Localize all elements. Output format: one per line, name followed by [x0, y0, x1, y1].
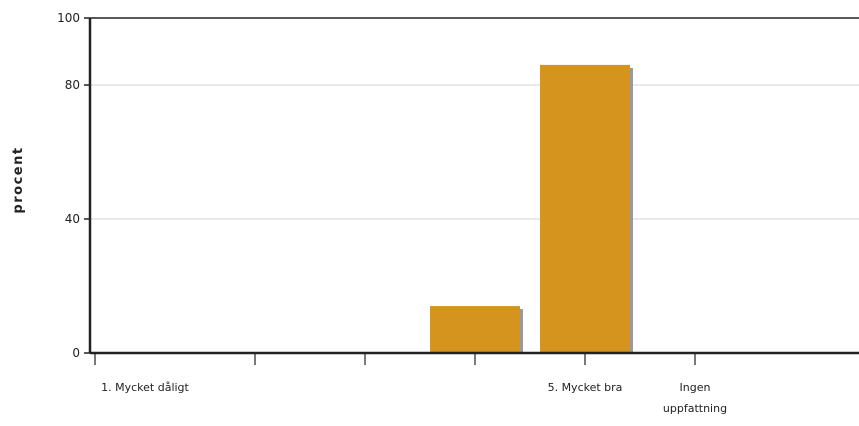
x-tick-label: 5. Mycket bra [548, 381, 623, 394]
y-tick-label: 40 [65, 212, 80, 226]
bars [430, 64, 633, 354]
y-tick-label: 80 [65, 78, 80, 92]
y-tick-label: 0 [72, 346, 80, 360]
y-axis-title: procent [11, 146, 26, 213]
bar [540, 64, 630, 354]
x-tick-label: Ingen [680, 381, 711, 394]
y-tick-label: 100 [57, 11, 80, 25]
bar [430, 306, 520, 353]
axes [84, 17, 859, 365]
grid-lines [90, 17, 859, 220]
x-tick-label: uppfattning [663, 402, 727, 415]
labels: 0 40 80 100 1. Mycket dåligt 5. Mycket bra Ing… [57, 11, 727, 415]
x-tick-label: 1. Mycket dåligt [101, 381, 189, 394]
